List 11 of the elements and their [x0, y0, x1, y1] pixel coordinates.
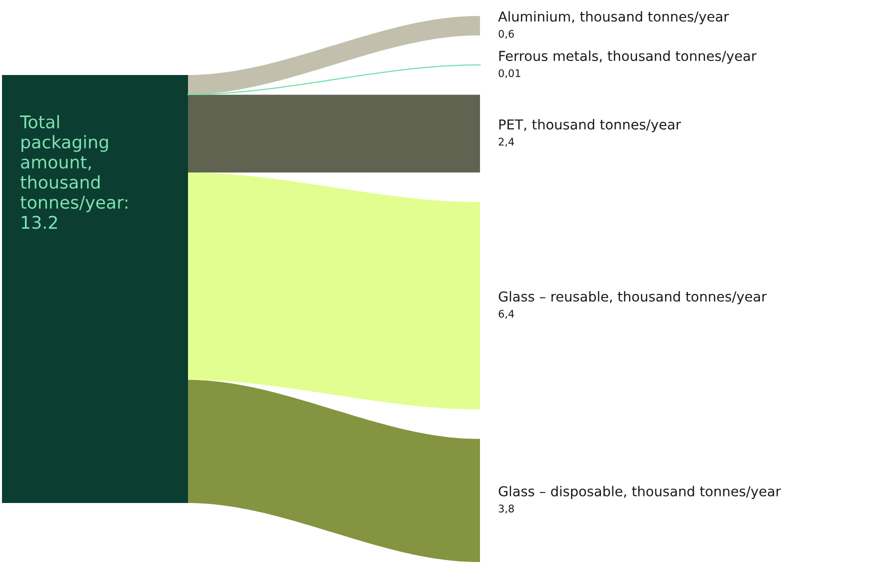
category-label: Aluminium, thousand tonnes/year [498, 11, 729, 24]
category-label: Ferrous metals, thousand tonnes/year [499, 50, 757, 64]
data-label: 3,8 [498, 504, 514, 514]
category-label: Glass – disposable, thousand tonnes/year [498, 486, 781, 500]
data-label: 2,4 [498, 138, 514, 147]
data-label: 0,01 [498, 69, 520, 78]
data-label: 0,6 [498, 30, 514, 39]
category-label: Glass – reusable, thousand tonnes/year [498, 291, 767, 304]
text: Total packaging amount, thousand tonnes/year: 13.2 [20, 115, 128, 229]
data-label: 6,4 [498, 310, 514, 319]
category-label: PET, thousand tonnes/year [499, 119, 682, 132]
